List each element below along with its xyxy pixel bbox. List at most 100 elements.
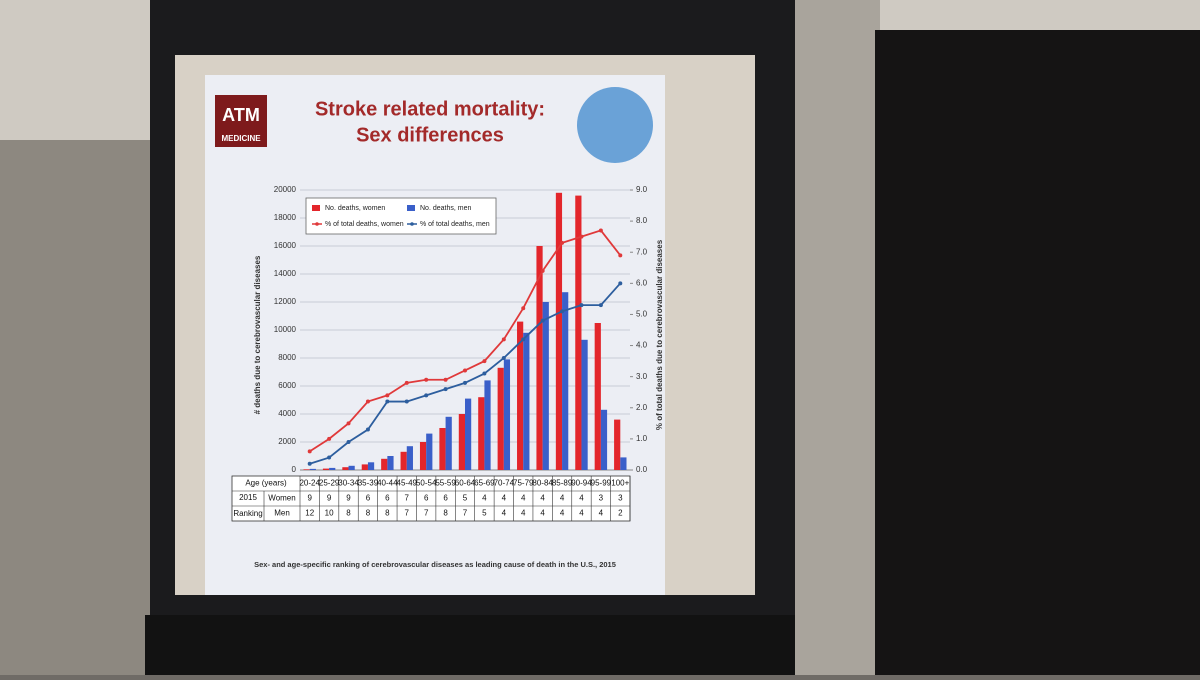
point bbox=[560, 240, 565, 245]
x-tick-label: 100+ bbox=[611, 479, 629, 488]
x-tick-label: 40-44 bbox=[377, 479, 398, 488]
y-tick-label: 20000 bbox=[274, 185, 297, 194]
point bbox=[327, 436, 332, 441]
y2-tick-label: 1.0 bbox=[636, 434, 648, 443]
table-row-name: Men bbox=[274, 509, 290, 518]
table-cell: 4 bbox=[502, 509, 507, 518]
bar bbox=[620, 457, 627, 470]
table-cell: 8 bbox=[443, 509, 448, 518]
point bbox=[618, 253, 623, 258]
point bbox=[560, 309, 565, 314]
y2-tick-label: 0.0 bbox=[636, 465, 648, 474]
chart-title: Stroke related mortality: bbox=[315, 98, 545, 120]
y-axis-title: # deaths due to cerebrovascular diseases bbox=[253, 255, 262, 414]
bar bbox=[562, 292, 569, 470]
table-cell: 3 bbox=[599, 494, 604, 503]
table-cell: 4 bbox=[521, 509, 526, 518]
table-cell: 2 bbox=[618, 509, 623, 518]
bar bbox=[381, 458, 388, 470]
table-cell: 8 bbox=[346, 509, 351, 518]
bar bbox=[497, 367, 504, 470]
y2-tick-label: 3.0 bbox=[636, 372, 648, 381]
x-tick-label: 70-74 bbox=[494, 479, 515, 488]
x-tick-label: 30-34 bbox=[338, 479, 359, 488]
table-cell: 6 bbox=[366, 494, 371, 503]
point bbox=[307, 461, 312, 466]
point bbox=[385, 399, 390, 404]
y-tick-label: 14000 bbox=[274, 269, 297, 278]
bar bbox=[555, 192, 563, 471]
x-tick-label: 50-54 bbox=[416, 479, 437, 488]
table-cell: 4 bbox=[540, 509, 545, 518]
table-cell: 4 bbox=[579, 494, 584, 503]
table-row-name: Women bbox=[268, 494, 295, 503]
x-tick-label: 90-94 bbox=[571, 479, 592, 488]
x-tick-label: 20-24 bbox=[299, 479, 320, 488]
x-tick-label: 35-39 bbox=[358, 479, 379, 488]
y2-tick-label: 9.0 bbox=[636, 185, 648, 194]
bar bbox=[400, 451, 407, 470]
y-tick-label: 4000 bbox=[278, 409, 296, 418]
point bbox=[540, 318, 545, 323]
y2-tick-label: 2.0 bbox=[636, 403, 648, 412]
table-label: Ranking bbox=[233, 509, 262, 518]
legend-label: % of total deaths, women bbox=[325, 221, 404, 228]
table-cell: 7 bbox=[405, 494, 410, 503]
bar bbox=[387, 456, 394, 470]
point bbox=[598, 228, 603, 233]
point bbox=[327, 455, 332, 460]
bar bbox=[478, 397, 485, 470]
table-cell: 4 bbox=[482, 494, 487, 503]
y-tick-label: 6000 bbox=[278, 381, 296, 390]
legend-label: No. deaths, men bbox=[420, 205, 471, 212]
y-tick-label: 16000 bbox=[274, 241, 297, 250]
point bbox=[346, 421, 351, 426]
point bbox=[346, 440, 351, 444]
x-tick-label: 55-59 bbox=[435, 479, 456, 488]
brain-logo bbox=[577, 87, 653, 163]
y-tick-label: 0 bbox=[292, 465, 297, 474]
table-cell: 4 bbox=[599, 509, 604, 518]
point bbox=[540, 268, 545, 273]
bar bbox=[536, 246, 543, 470]
bar bbox=[523, 332, 530, 470]
x-tick-label: 45-49 bbox=[397, 479, 418, 488]
bar bbox=[503, 359, 511, 470]
y-tick-label: 8000 bbox=[278, 353, 296, 362]
table-cell: 4 bbox=[560, 509, 565, 518]
table-cell: 9 bbox=[307, 494, 312, 503]
bar bbox=[309, 468, 316, 470]
bar bbox=[361, 464, 368, 470]
y-tick-label: 18000 bbox=[274, 213, 297, 222]
table-cell: 5 bbox=[482, 509, 487, 518]
bar bbox=[581, 339, 588, 470]
bar bbox=[303, 469, 310, 470]
bar bbox=[322, 468, 330, 470]
table-cell: 7 bbox=[463, 509, 468, 518]
table-cell: 4 bbox=[521, 494, 526, 503]
x-tick-label: 65-69 bbox=[474, 479, 495, 488]
x-tick-label: 85-89 bbox=[552, 479, 573, 488]
bar bbox=[594, 323, 601, 470]
point bbox=[424, 393, 429, 398]
legend-label: No. deaths, women bbox=[325, 205, 385, 212]
bar bbox=[406, 446, 413, 470]
bar bbox=[348, 465, 355, 470]
y2-tick-label: 6.0 bbox=[636, 278, 648, 287]
bar bbox=[484, 380, 491, 470]
y2-tick-label: 5.0 bbox=[636, 310, 648, 319]
point bbox=[618, 281, 623, 286]
point bbox=[482, 359, 487, 364]
table-frame bbox=[231, 475, 631, 522]
bar bbox=[419, 442, 427, 470]
table-cell: 8 bbox=[366, 509, 371, 518]
table-cell: 3 bbox=[618, 494, 623, 503]
curtain bbox=[875, 30, 1200, 675]
table-cell: 4 bbox=[502, 494, 507, 503]
bar bbox=[426, 433, 433, 470]
legend-swatch bbox=[407, 205, 415, 211]
bar bbox=[445, 416, 452, 470]
point bbox=[404, 399, 409, 404]
